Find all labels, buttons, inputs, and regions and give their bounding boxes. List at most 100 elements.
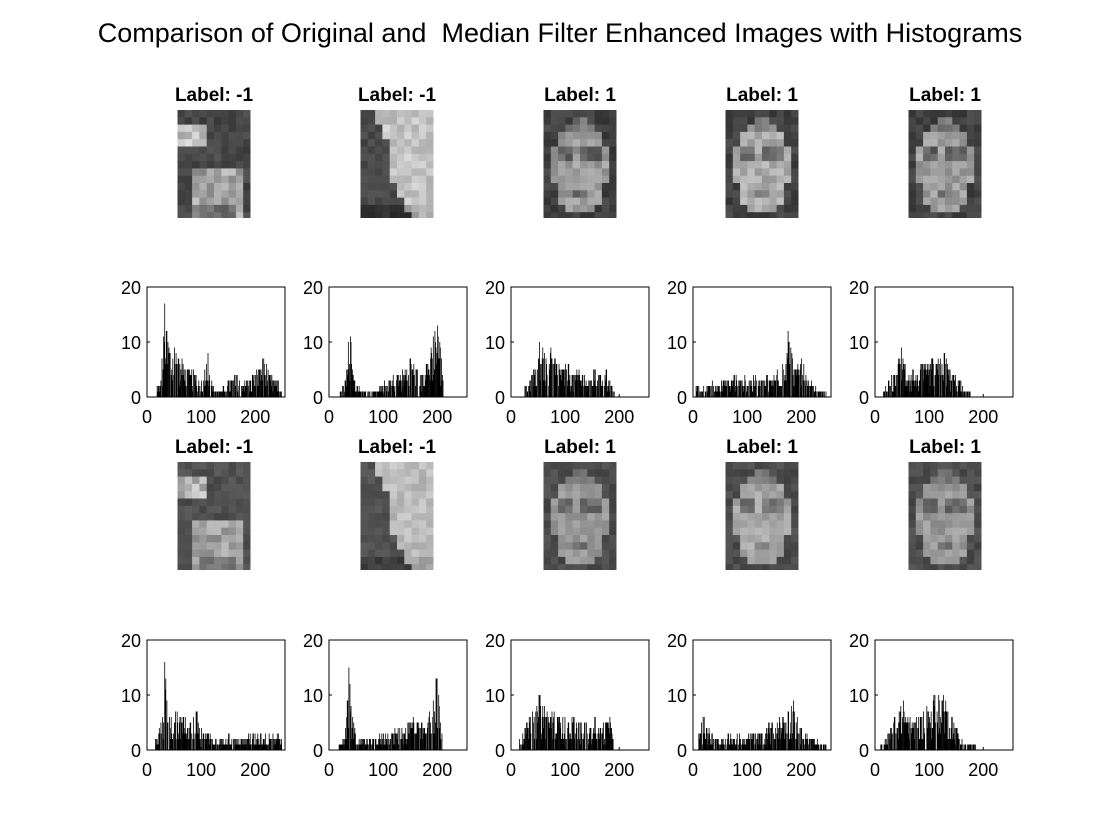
histogram-bar	[536, 386, 538, 397]
histogram-bar	[159, 391, 161, 397]
histogram-bar	[370, 744, 372, 750]
histogram-bar	[904, 364, 906, 397]
histogram-bar	[709, 386, 711, 397]
histogram-bar	[709, 386, 711, 397]
histogram-bar	[281, 391, 283, 397]
histogram-bar	[519, 744, 521, 750]
histogram-bar	[348, 667, 350, 750]
histogram-bar	[611, 386, 613, 397]
histogram-bar	[350, 336, 351, 397]
histogram-bar	[370, 739, 371, 750]
histogram-bar	[534, 375, 536, 397]
histogram-bar	[611, 733, 613, 750]
histogram-bar	[231, 739, 233, 750]
histogram-bar	[887, 733, 889, 750]
histogram-bar	[700, 733, 702, 750]
histogram-bar	[702, 391, 703, 397]
x-tick-label: 100	[732, 407, 762, 427]
histogram-bar	[366, 739, 368, 750]
histogram-bar	[714, 739, 716, 750]
histogram-bar	[533, 722, 534, 750]
histogram-bar	[746, 391, 747, 397]
histogram-bar	[932, 728, 934, 750]
histogram-bar	[408, 722, 410, 750]
histogram-bar	[358, 744, 360, 750]
histogram-bar	[349, 364, 350, 397]
sample-image	[360, 110, 434, 218]
histogram-bar	[706, 728, 708, 750]
histogram-bar	[364, 744, 366, 750]
histogram-bar	[228, 733, 230, 750]
histogram-bar	[387, 391, 389, 397]
histogram-bar	[566, 380, 568, 397]
histogram-bar	[567, 728, 569, 750]
histogram-bar	[910, 375, 912, 397]
histogram-bar	[748, 739, 750, 750]
histogram-bar	[767, 728, 769, 750]
histogram-bar	[175, 711, 176, 750]
histogram-bar	[392, 744, 394, 750]
subplot-label: Label: 1	[909, 437, 981, 458]
histogram-bar	[766, 733, 768, 750]
histogram-bar	[948, 375, 949, 397]
histogram-bar	[925, 364, 927, 397]
histogram-bar	[356, 744, 358, 750]
histogram-bar	[347, 728, 349, 750]
histogram-bar	[435, 347, 437, 397]
histogram-bar	[905, 380, 907, 397]
histogram-bar	[371, 744, 373, 750]
histogram-bar	[887, 380, 889, 397]
histogram-bar	[808, 380, 810, 397]
histogram-bar	[190, 375, 192, 397]
histogram-bar	[251, 375, 253, 397]
histogram-bar	[234, 375, 236, 397]
histogram-bar	[416, 722, 418, 750]
histogram-bar	[580, 722, 582, 750]
histogram-bar	[902, 369, 903, 397]
histogram-bar	[771, 380, 773, 397]
histogram-bar	[421, 375, 422, 397]
histogram-bar	[346, 375, 348, 397]
histogram-bar	[954, 728, 956, 750]
histogram-bar	[945, 711, 947, 750]
histogram-bar	[950, 380, 952, 397]
histogram-bar	[957, 380, 959, 397]
histogram-bar	[393, 386, 395, 397]
histogram-bar	[264, 733, 266, 750]
histogram-bars	[883, 347, 971, 397]
histogram-bar	[970, 744, 972, 750]
histogram-bar	[565, 364, 566, 397]
histogram-bar	[935, 364, 937, 397]
histogram-bar	[180, 380, 181, 397]
histogram-bar	[698, 739, 700, 750]
histogram-bar	[924, 364, 926, 397]
histogram-bar	[433, 733, 435, 750]
histogram-bar	[226, 744, 227, 750]
histogram-bar	[161, 358, 163, 397]
histogram-bar	[792, 711, 794, 750]
histogram-bar	[747, 739, 748, 750]
histogram-bar	[804, 380, 806, 397]
histogram-bar	[942, 711, 944, 750]
histogram-bar	[256, 739, 258, 750]
histogram-bar	[424, 733, 426, 750]
histogram-bar	[397, 728, 399, 750]
histogram-bar	[753, 380, 755, 397]
histogram-bar	[201, 391, 203, 397]
histogram-bar	[439, 722, 441, 750]
histogram-bar	[350, 706, 352, 750]
histogram-bar	[953, 722, 955, 750]
histogram-bar	[199, 739, 201, 750]
histogram-bar	[595, 733, 597, 750]
histogram-bar	[441, 733, 443, 750]
histogram-bar	[956, 728, 957, 750]
histogram-bar	[227, 739, 229, 750]
histogram-bar	[768, 391, 770, 397]
histogram-bar	[781, 728, 783, 750]
histogram-bar	[351, 728, 353, 750]
histogram-bar	[815, 386, 817, 397]
histogram-bar	[228, 733, 229, 750]
histogram-bar	[248, 733, 249, 750]
sample-image	[725, 462, 799, 570]
histogram-bar	[246, 380, 247, 397]
